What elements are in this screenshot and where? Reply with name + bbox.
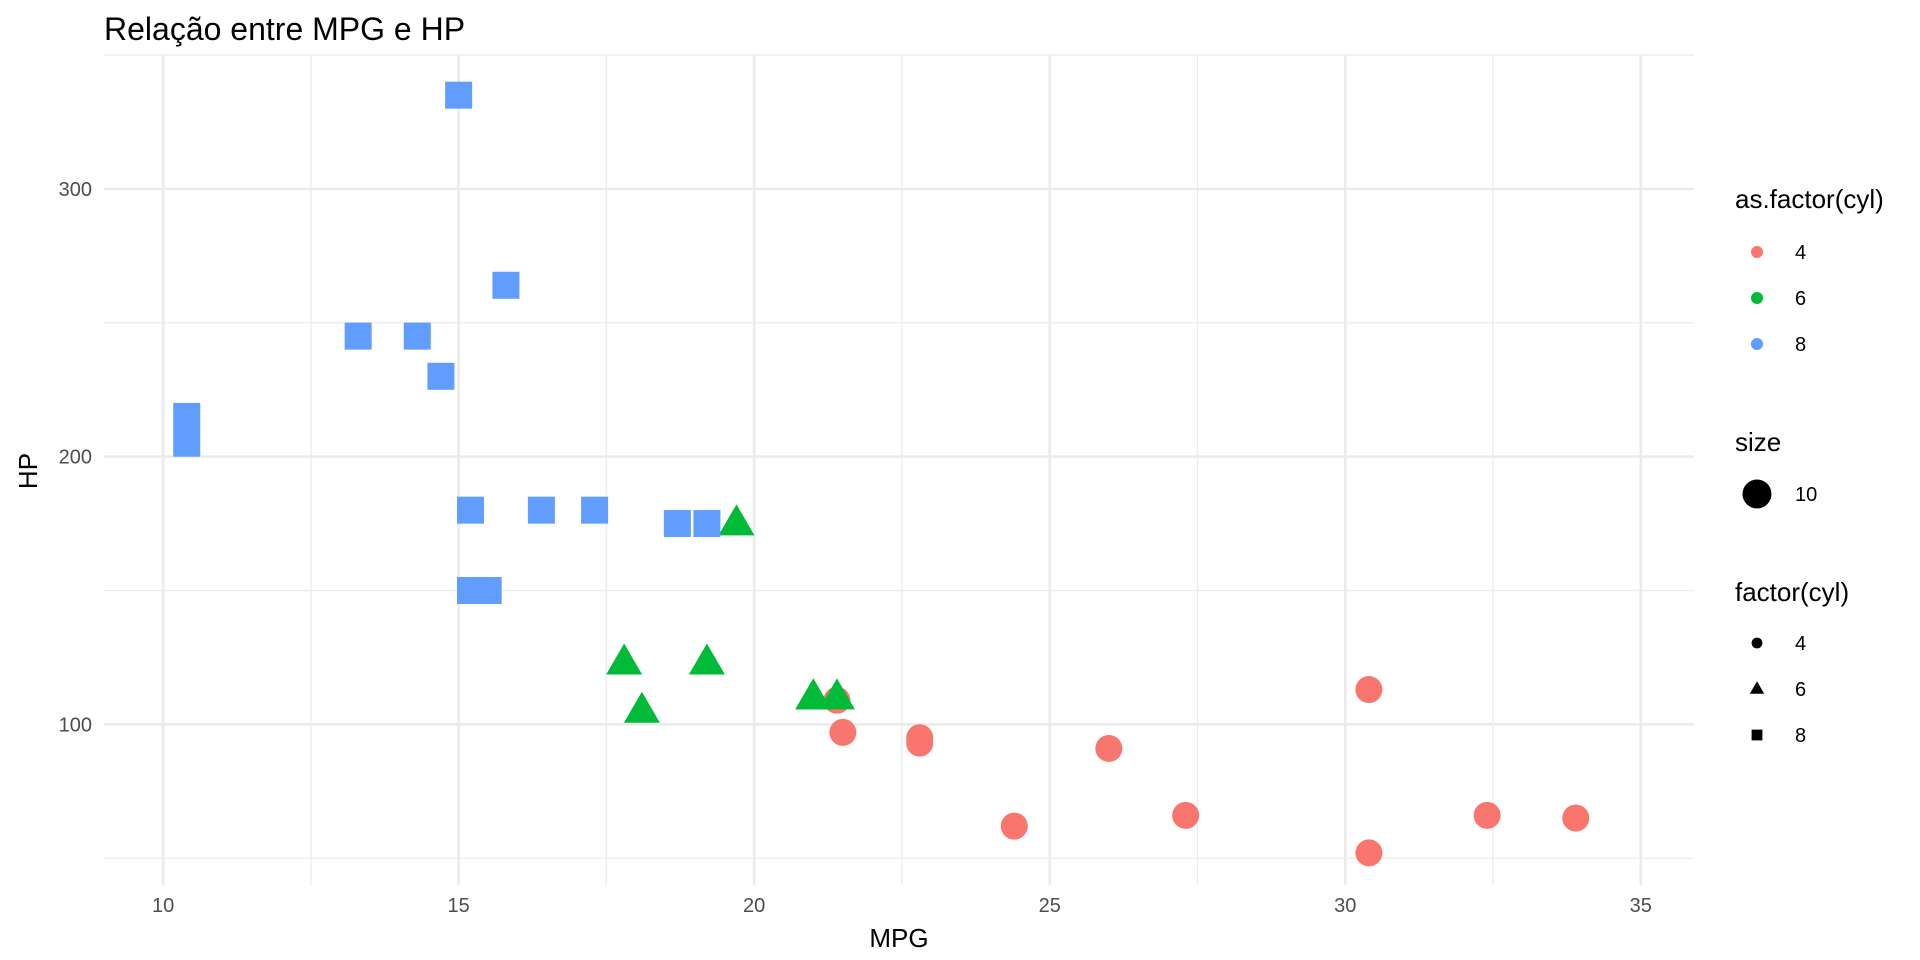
legend-title: size xyxy=(1735,427,1781,457)
data-point xyxy=(829,719,856,746)
data-point xyxy=(581,497,608,524)
legend-label: 6 xyxy=(1795,288,1806,310)
data-point xyxy=(427,363,454,390)
legend-title: factor(cyl) xyxy=(1735,577,1849,607)
legend-label: 8 xyxy=(1795,725,1806,747)
data-point xyxy=(1355,676,1382,703)
data-point xyxy=(445,82,472,109)
data-point xyxy=(492,272,519,299)
data-point xyxy=(624,692,660,723)
data-point xyxy=(606,644,642,675)
x-axis-title: MPG xyxy=(869,923,928,953)
legend-key-shape xyxy=(1752,638,1763,649)
legend-key-color xyxy=(1751,338,1763,350)
legend-size: size 10 xyxy=(1735,427,1817,509)
data-point xyxy=(457,497,484,524)
legend-key-shape xyxy=(1752,730,1763,741)
legend-key-color xyxy=(1751,246,1763,258)
legend-label: 10 xyxy=(1795,484,1817,506)
series-cyl-6 xyxy=(606,504,855,722)
data-point xyxy=(1474,802,1501,829)
data-point xyxy=(1355,839,1382,866)
legend-label: 4 xyxy=(1795,242,1806,264)
legend-color: as.factor(cyl) 4 6 8 xyxy=(1735,184,1884,356)
legend-shape: factor(cyl) 4 6 8 xyxy=(1735,577,1849,747)
x-tick-label: 25 xyxy=(1039,895,1061,917)
series-cyl-8 xyxy=(173,82,720,604)
legend-label: 4 xyxy=(1795,633,1806,655)
data-point xyxy=(689,644,725,675)
data-point xyxy=(173,430,200,457)
legend-label: 6 xyxy=(1795,679,1806,701)
data-point xyxy=(345,323,372,350)
x-tick-label: 30 xyxy=(1334,895,1356,917)
data-point xyxy=(528,497,555,524)
chart-title: Relação entre MPG e HP xyxy=(104,11,465,47)
legend-key-color xyxy=(1751,292,1763,304)
data-point xyxy=(819,678,855,709)
data-point xyxy=(906,724,933,751)
x-tick-label: 10 xyxy=(152,895,174,917)
data-point xyxy=(1562,805,1589,832)
data-point xyxy=(693,510,720,537)
y-tick-label: 200 xyxy=(59,447,92,469)
y-axis-title: HP xyxy=(13,453,43,489)
y-tick-label: 300 xyxy=(59,179,92,201)
data-point xyxy=(718,504,754,535)
legend-key-size xyxy=(1743,480,1772,509)
data-point xyxy=(664,510,691,537)
legend: as.factor(cyl) 4 6 8 size 10 factor(cyl) 4 6 8 xyxy=(1735,184,1884,747)
data-point xyxy=(404,323,431,350)
series-cyl-4 xyxy=(823,676,1589,866)
data-point xyxy=(1001,813,1028,840)
legend-label: 8 xyxy=(1795,334,1806,356)
x-tick-label: 20 xyxy=(743,895,765,917)
legend-key-shape xyxy=(1750,681,1764,693)
plot-panel: 10 15 20 25 30 35 100 200 300 xyxy=(59,55,1694,917)
data-point xyxy=(1172,802,1199,829)
data-point xyxy=(173,403,200,430)
data-point xyxy=(1095,735,1122,762)
data-point xyxy=(457,577,484,604)
x-tick-label: 35 xyxy=(1630,895,1652,917)
y-tick-label: 100 xyxy=(59,714,92,736)
x-tick-label: 15 xyxy=(448,895,470,917)
legend-title: as.factor(cyl) xyxy=(1735,184,1884,214)
